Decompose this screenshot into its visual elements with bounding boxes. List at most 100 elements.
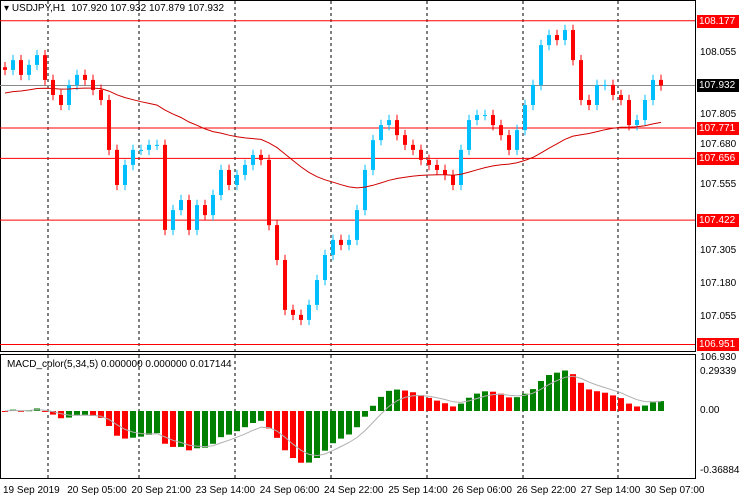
macd-bar xyxy=(290,411,296,459)
candle xyxy=(155,144,159,146)
candle xyxy=(3,67,7,70)
macd-bar xyxy=(578,382,584,411)
chart-header: ▾ USDJPY,H1 107.920 107.932 107.879 107.… xyxy=(4,3,224,15)
candle xyxy=(115,149,119,185)
price-tick: 106.930 xyxy=(700,352,737,364)
candle xyxy=(403,135,407,145)
macd-bar xyxy=(658,401,664,411)
macd-bar xyxy=(98,411,104,418)
candle xyxy=(459,149,463,185)
candle xyxy=(531,84,535,106)
candle xyxy=(203,205,207,216)
candle xyxy=(51,79,55,95)
macd-bar xyxy=(330,411,336,444)
candle xyxy=(379,125,383,141)
macd-bar xyxy=(386,390,392,411)
macd-bar xyxy=(250,411,256,423)
candle xyxy=(99,89,103,100)
time-axis-label: 24 Sep 06:00 xyxy=(259,485,320,496)
macd-min-label: -0.368847 xyxy=(700,465,740,476)
macd-bar xyxy=(66,411,72,418)
candle xyxy=(331,239,335,255)
macd-bar xyxy=(74,411,80,416)
macd-bar xyxy=(130,411,136,438)
candle xyxy=(523,105,527,131)
collapse-triangle-icon[interactable]: ▾ xyxy=(4,3,10,14)
candle xyxy=(635,120,639,126)
candle xyxy=(539,45,543,85)
candle xyxy=(299,314,303,320)
candle xyxy=(275,225,279,260)
candle xyxy=(131,149,135,165)
time-axis-label: 19 Sep 2019 xyxy=(3,485,60,496)
candle xyxy=(283,259,287,310)
candle xyxy=(139,149,143,151)
macd-bar xyxy=(538,380,544,411)
macd-bar xyxy=(458,403,464,411)
candle xyxy=(19,60,23,75)
macd-bar xyxy=(82,411,88,415)
candle xyxy=(443,169,447,175)
time-axis-label: 26 Sep 06:00 xyxy=(452,485,512,496)
candle xyxy=(235,174,239,185)
candle xyxy=(651,79,655,100)
macd-bar xyxy=(402,390,408,411)
candle xyxy=(83,74,87,80)
candle xyxy=(595,84,599,106)
candle xyxy=(171,210,175,230)
macd-bar xyxy=(202,411,208,448)
candle xyxy=(75,74,79,85)
candle xyxy=(411,144,415,150)
macd-bar xyxy=(626,403,632,411)
macd-bar xyxy=(354,411,360,428)
price-tick: 107.680 xyxy=(700,139,737,151)
macd-bar xyxy=(42,410,48,412)
candle xyxy=(435,164,439,170)
candle xyxy=(315,280,319,305)
candle xyxy=(603,84,607,86)
candle xyxy=(267,159,271,226)
level-price-tag: 107.771 xyxy=(697,121,739,135)
macd-bar xyxy=(562,370,568,411)
macd-bar xyxy=(314,411,320,459)
level-price-tag: 107.422 xyxy=(697,214,739,228)
candle xyxy=(571,30,575,61)
macd-bar xyxy=(514,397,520,411)
candle xyxy=(195,205,199,230)
candle xyxy=(355,210,359,240)
candle xyxy=(211,195,215,216)
macd-bar xyxy=(338,411,344,439)
macd-bar xyxy=(586,389,592,411)
macd-bar xyxy=(218,411,224,438)
candle xyxy=(395,120,399,136)
macd-bar xyxy=(2,411,8,412)
macd-bar xyxy=(114,411,120,436)
candle xyxy=(419,149,423,160)
candle xyxy=(363,169,367,211)
symbol-label: USDJPY,H1 xyxy=(11,3,66,14)
price-tick: 107.055 xyxy=(700,311,737,322)
macd-bar xyxy=(282,411,288,451)
candle xyxy=(187,200,191,230)
macd-bar xyxy=(186,411,192,451)
macd-bar xyxy=(138,411,144,437)
candle xyxy=(547,35,551,46)
candle xyxy=(59,94,63,106)
candle xyxy=(11,60,15,70)
time-axis-label: 24 Sep 22:00 xyxy=(324,485,384,496)
candle xyxy=(579,60,583,100)
price-tick: 107.555 xyxy=(700,179,737,190)
time-axis-label: 26 Sep 22:00 xyxy=(516,485,577,496)
candle xyxy=(67,84,71,106)
candle xyxy=(371,140,375,170)
candle xyxy=(387,120,391,126)
level-price-tag: 107.656 xyxy=(697,152,739,166)
macd-bar xyxy=(90,411,96,416)
candle xyxy=(619,94,623,100)
macd-bar xyxy=(506,397,512,411)
macd-bar xyxy=(474,393,480,411)
macd-bar xyxy=(298,411,304,463)
candle xyxy=(659,79,663,86)
